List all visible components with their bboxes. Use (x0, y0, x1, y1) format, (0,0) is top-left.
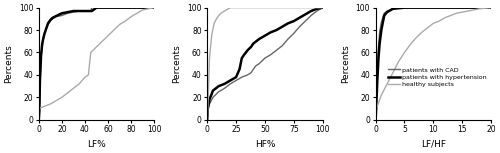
X-axis label: LF/HF: LF/HF (421, 140, 446, 149)
Y-axis label: Percents: Percents (172, 44, 182, 83)
Legend: patients with CAD, patients with hypertension, healthy subjects: patients with CAD, patients with hyperte… (387, 66, 488, 88)
X-axis label: HF%: HF% (254, 140, 275, 149)
Y-axis label: Percents: Percents (4, 44, 13, 83)
X-axis label: LF%: LF% (87, 140, 106, 149)
Y-axis label: Percents: Percents (341, 44, 350, 83)
